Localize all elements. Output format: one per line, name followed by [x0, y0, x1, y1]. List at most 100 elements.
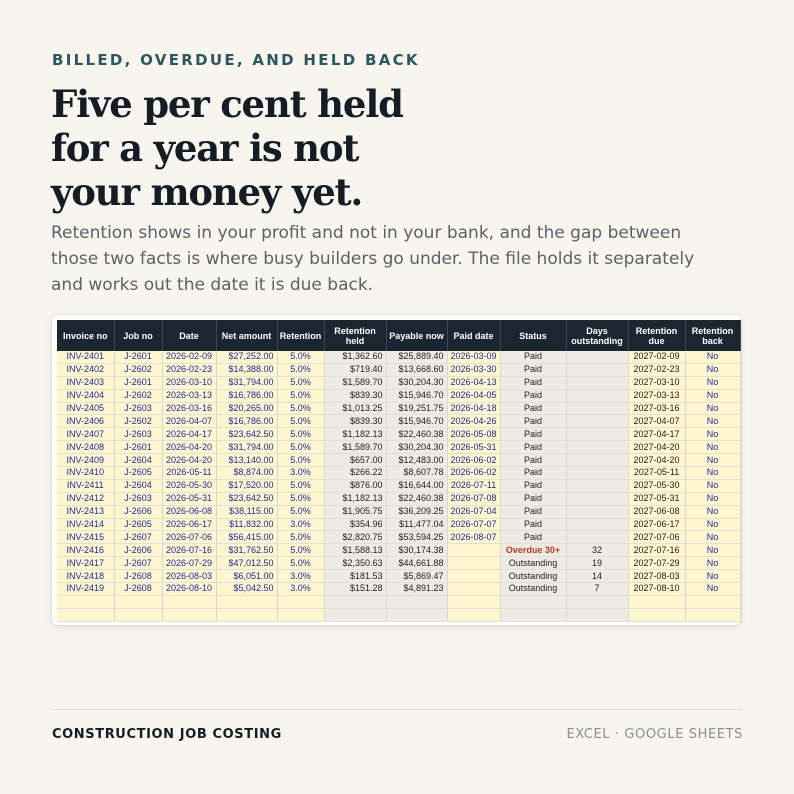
cell-job-no[interactable]: J-2608: [114, 582, 163, 596]
cell-payable-now[interactable]: $12,483.00: [386, 453, 448, 468]
cell-invoice-no[interactable]: INV-2416: [57, 543, 115, 558]
cell-job-no[interactable]: J-2601: [114, 351, 163, 364]
cell-retention-back[interactable]: [685, 608, 741, 622]
cell-days-outstanding[interactable]: [566, 389, 629, 403]
cell-net-amount[interactable]: $20,265.00: [216, 402, 278, 416]
cell-invoice-no[interactable]: INV-2410: [57, 466, 115, 480]
cell-net-amount[interactable]: $5,042.50: [216, 582, 278, 596]
cell-date[interactable]: [162, 608, 217, 622]
cell-retention[interactable]: 3.0%: [277, 466, 325, 480]
cell-net-amount[interactable]: $31,762.50: [216, 543, 278, 558]
cell-paid-date[interactable]: 2026-04-18: [447, 402, 501, 416]
cell-retention-due[interactable]: 2027-04-20: [628, 453, 686, 468]
cell-payable-now[interactable]: $5,869.47: [386, 569, 448, 584]
cell-retention-held[interactable]: $2,350.63: [324, 556, 387, 571]
cell-retention-held[interactable]: $1,182.13: [324, 427, 387, 442]
cell-invoice-no[interactable]: INV-2403: [57, 376, 115, 390]
column-header-retention-back[interactable]: Retention back: [685, 320, 741, 351]
cell-net-amount[interactable]: $23,642.50: [216, 427, 278, 442]
cell-retention-back[interactable]: No: [685, 440, 741, 455]
cell-retention-due[interactable]: [628, 608, 686, 622]
cell-net-amount[interactable]: $27,252.00: [216, 351, 278, 364]
cell-days-outstanding[interactable]: [566, 414, 629, 429]
cell-retention-back[interactable]: No: [685, 569, 741, 584]
cell-date[interactable]: 2026-07-16: [162, 543, 217, 558]
cell-retention-back[interactable]: No: [685, 389, 741, 403]
cell-job-no[interactable]: J-2608: [114, 569, 163, 584]
cell-retention-held[interactable]: $1,013.25: [324, 402, 387, 416]
cell-days-outstanding[interactable]: 19: [566, 556, 629, 571]
cell-days-outstanding[interactable]: [566, 492, 629, 506]
cell-retention-held[interactable]: $1,589.70: [324, 376, 387, 390]
cell-date[interactable]: 2026-04-20: [162, 453, 217, 468]
cell-retention-due[interactable]: 2027-07-29: [628, 556, 686, 571]
cell-net-amount[interactable]: $31,794.00: [216, 440, 278, 455]
cell-invoice-no[interactable]: INV-2414: [57, 518, 115, 532]
cell-status[interactable]: Paid: [500, 518, 567, 532]
cell-retention-back[interactable]: No: [685, 427, 741, 442]
cell-status[interactable]: Paid: [500, 453, 567, 468]
cell-retention-due[interactable]: 2027-08-10: [628, 582, 686, 596]
cell-invoice-no[interactable]: INV-2405: [57, 402, 115, 416]
cell-payable-now[interactable]: $53,594.25: [386, 530, 448, 545]
cell-retention[interactable]: 5.0%: [277, 402, 325, 416]
cell-payable-now[interactable]: $13,668.60: [386, 363, 448, 377]
cell-job-no[interactable]: J-2606: [114, 505, 163, 519]
cell-date[interactable]: 2026-05-30: [162, 479, 217, 493]
cell-retention[interactable]: 5.0%: [277, 440, 325, 455]
cell-retention-back[interactable]: No: [685, 518, 741, 532]
cell-retention-due[interactable]: 2027-07-16: [628, 543, 686, 558]
cell-retention-due[interactable]: 2027-03-16: [628, 402, 686, 416]
cell-paid-date[interactable]: 2026-08-07: [447, 530, 501, 545]
cell-net-amount[interactable]: $13,140.00: [216, 453, 278, 468]
cell-job-no[interactable]: J-2603: [114, 427, 163, 442]
cell-retention-back[interactable]: No: [685, 530, 741, 545]
cell-payable-now[interactable]: $4,891.23: [386, 582, 448, 596]
cell-retention-held[interactable]: $1,182.13: [324, 492, 387, 506]
cell-retention[interactable]: 5.0%: [277, 556, 325, 571]
cell-paid-date[interactable]: [447, 608, 501, 622]
cell-retention-held[interactable]: $839.30: [324, 389, 387, 403]
cell-days-outstanding[interactable]: [566, 595, 629, 609]
cell-days-outstanding[interactable]: [566, 530, 629, 545]
cell-invoice-no[interactable]: [57, 595, 115, 609]
cell-retention[interactable]: 5.0%: [277, 453, 325, 468]
cell-invoice-no[interactable]: INV-2408: [57, 440, 115, 455]
cell-invoice-no[interactable]: INV-2418: [57, 569, 115, 584]
cell-job-no[interactable]: J-2603: [114, 492, 163, 506]
cell-net-amount[interactable]: $16,786.00: [216, 414, 278, 429]
cell-status[interactable]: Outstanding: [500, 569, 567, 584]
cell-days-outstanding[interactable]: [566, 363, 629, 377]
cell-payable-now[interactable]: $22,460.38: [386, 427, 448, 442]
cell-payable-now[interactable]: $15,946.70: [386, 389, 448, 403]
cell-status[interactable]: Paid: [500, 440, 567, 455]
column-header-date[interactable]: Date: [162, 320, 217, 351]
cell-retention-held[interactable]: $719.40: [324, 363, 387, 377]
cell-retention-due[interactable]: 2027-04-17: [628, 427, 686, 442]
cell-job-no[interactable]: [114, 595, 163, 609]
cell-status[interactable]: Paid: [500, 363, 567, 377]
cell-days-outstanding[interactable]: 7: [566, 582, 629, 596]
cell-retention-held[interactable]: $266.22: [324, 466, 387, 480]
cell-invoice-no[interactable]: INV-2417: [57, 556, 115, 571]
cell-retention-due[interactable]: 2027-07-06: [628, 530, 686, 545]
cell-date[interactable]: 2026-07-29: [162, 556, 217, 571]
cell-days-outstanding[interactable]: 14: [566, 569, 629, 584]
cell-invoice-no[interactable]: INV-2419: [57, 582, 115, 596]
cell-date[interactable]: 2026-07-06: [162, 530, 217, 545]
cell-job-no[interactable]: J-2606: [114, 543, 163, 558]
cell-job-no[interactable]: J-2604: [114, 479, 163, 493]
cell-job-no[interactable]: J-2607: [114, 530, 163, 545]
cell-date[interactable]: 2026-06-17: [162, 518, 217, 532]
cell-paid-date[interactable]: 2026-06-02: [447, 453, 501, 468]
cell-retention-due[interactable]: 2027-03-10: [628, 376, 686, 390]
cell-retention-held[interactable]: $181.53: [324, 569, 387, 584]
cell-retention[interactable]: 5.0%: [277, 479, 325, 493]
cell-status[interactable]: Paid: [500, 389, 567, 403]
cell-status[interactable]: [500, 608, 567, 622]
cell-payable-now[interactable]: $30,174.38: [386, 543, 448, 558]
cell-retention[interactable]: 5.0%: [277, 543, 325, 558]
cell-status[interactable]: Paid: [500, 492, 567, 506]
cell-job-no[interactable]: J-2607: [114, 556, 163, 571]
cell-paid-date[interactable]: 2026-06-02: [447, 466, 501, 480]
